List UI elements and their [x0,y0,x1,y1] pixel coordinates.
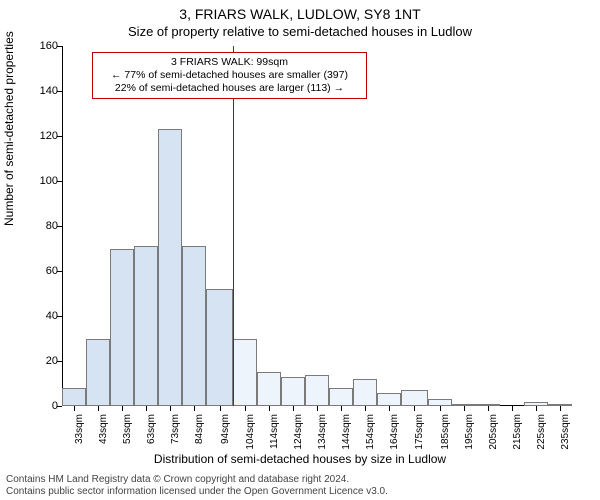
x-tick-label: 144sqm [341,414,352,474]
x-tick-mark [122,406,123,411]
x-tick-mark [317,406,318,411]
y-tick-label: 100 [40,175,58,187]
x-tick-mark [194,406,195,411]
histogram-bar [110,249,134,407]
footer-attribution: Contains HM Land Registry data © Crown c… [6,474,388,498]
x-tick-mark [536,406,537,411]
x-tick-mark [341,406,342,411]
histogram-bar [305,375,329,407]
footer-line-1: Contains HM Land Registry data © Crown c… [6,474,388,486]
histogram-bar [62,388,86,406]
x-tick-label: 175sqm [414,414,425,474]
y-axis-label: Number of semi-detached properties [2,31,16,226]
x-tick-mark [74,406,75,411]
plot-area [62,46,572,406]
chart-container: 3, FRIARS WALK, LUDLOW, SY8 1NT Size of … [0,0,600,500]
annotation-box: 3 FRIARS WALK: 99sqm← 77% of semi-detach… [92,52,367,99]
x-tick-label: 215sqm [512,414,523,474]
x-tick-mark [488,406,489,411]
x-tick-mark [98,406,99,411]
x-tick-mark [220,406,221,411]
y-tick-label: 120 [40,130,58,142]
histogram-bar [329,388,353,406]
histogram-bar [377,393,401,407]
x-tick-label: 235sqm [560,414,571,474]
x-tick-label: 195sqm [464,414,475,474]
x-tick-mark [269,406,270,411]
x-tick-mark [389,406,390,411]
annotation-line-1: 3 FRIARS WALK: 99sqm [99,56,360,69]
annotation-line-3: 22% of semi-detached houses are larger (… [99,82,360,95]
y-tick-label: 140 [40,85,58,97]
x-tick-label: 104sqm [245,414,256,474]
histogram-bar [182,246,206,406]
y-tick-label: 20 [46,355,58,367]
x-tick-mark [170,406,171,411]
x-tick-label: 164sqm [389,414,400,474]
x-tick-mark [464,406,465,411]
y-tick-label: 60 [46,265,58,277]
x-tick-label: 84sqm [194,414,205,474]
histogram-bar [206,289,232,406]
x-tick-label: 124sqm [293,414,304,474]
x-tick-mark [365,406,366,411]
annotation-line-2: ← 77% of semi-detached houses are smalle… [99,69,360,82]
x-tick-mark [293,406,294,411]
x-tick-label: 53sqm [122,414,133,474]
y-axis-line [62,46,63,406]
histogram-bar [428,399,452,406]
x-tick-mark [512,406,513,411]
subtitle: Size of property relative to semi-detach… [0,24,600,39]
x-tick-label: 33sqm [74,414,85,474]
histogram-bar [158,129,182,406]
y-tick-label: 0 [52,400,58,412]
histogram-bar [257,372,281,406]
y-tick-label: 40 [46,310,58,322]
marker-line [233,46,234,406]
x-tick-label: 114sqm [269,414,280,474]
page-title: 3, FRIARS WALK, LUDLOW, SY8 1NT [0,6,600,22]
histogram-bar [233,339,257,407]
x-tick-label: 205sqm [488,414,499,474]
y-tick-label: 160 [40,40,58,52]
histogram-bar [353,379,377,406]
histogram-bar [401,390,427,406]
x-tick-mark [440,406,441,411]
footer-line-2: Contains public sector information licen… [6,486,388,498]
x-tick-label: 185sqm [440,414,451,474]
x-tick-label: 134sqm [317,414,328,474]
x-tick-label: 94sqm [220,414,231,474]
x-tick-label: 225sqm [536,414,547,474]
histogram-bar [86,339,110,407]
histogram-bar [281,377,305,406]
x-tick-label: 73sqm [170,414,181,474]
x-tick-mark [414,406,415,411]
x-tick-label: 43sqm [98,414,109,474]
y-tick-label: 80 [46,220,58,232]
x-tick-mark [560,406,561,411]
histogram-bar [134,246,158,406]
x-tick-mark [146,406,147,411]
x-tick-label: 154sqm [365,414,376,474]
x-tick-label: 63sqm [146,414,157,474]
x-tick-mark [245,406,246,411]
